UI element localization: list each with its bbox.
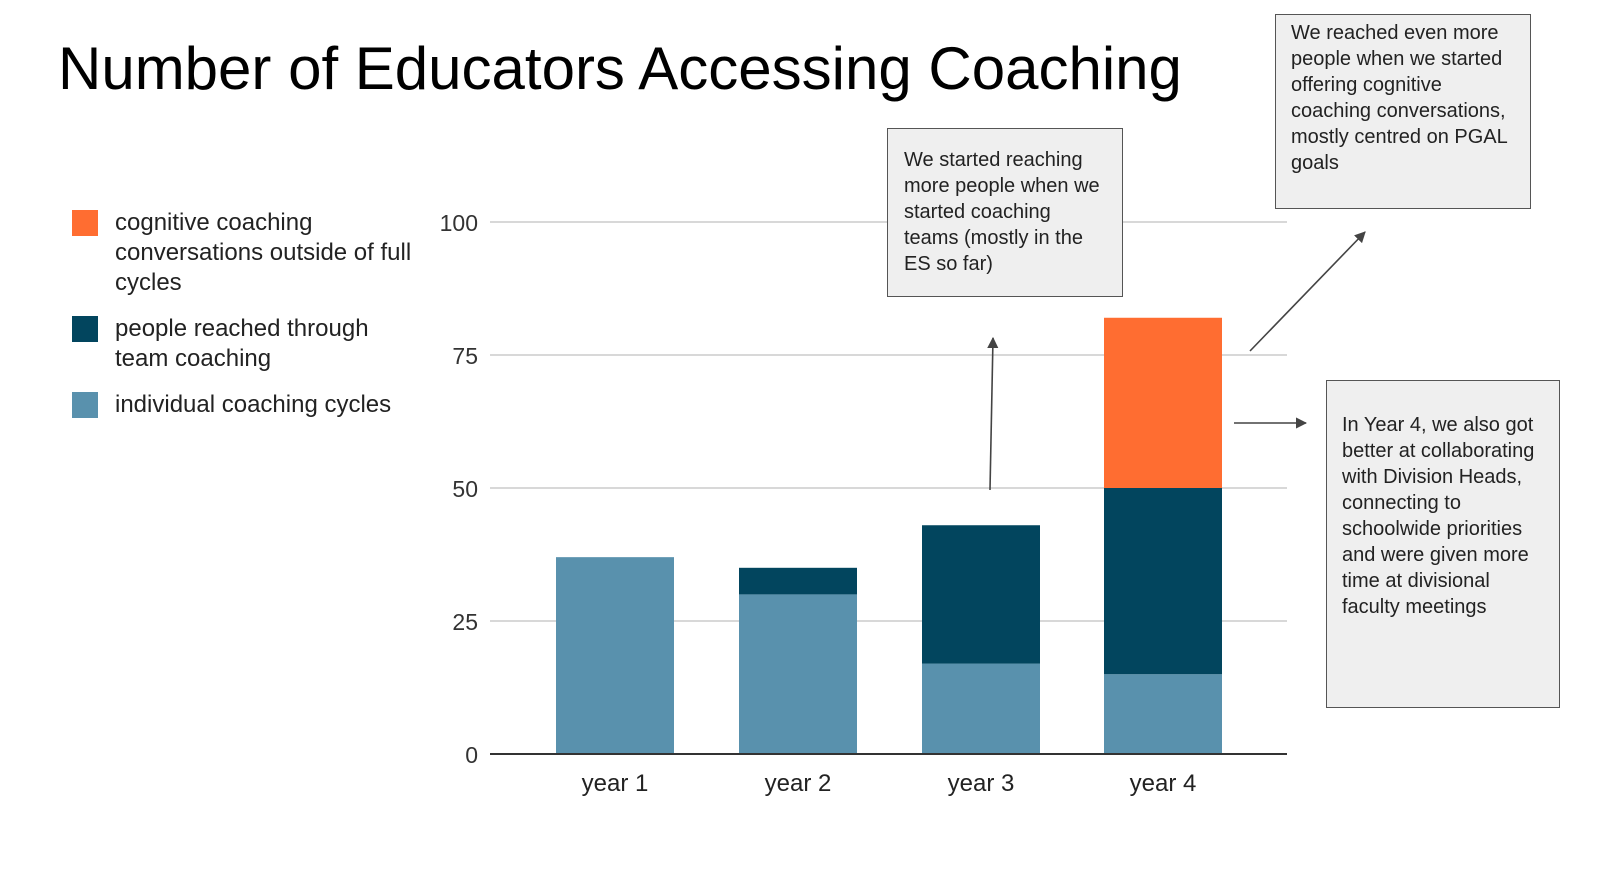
x-tick-label-year-3: year 3 — [948, 770, 1015, 797]
bars-layer — [556, 317, 1222, 754]
legend-label-team: people reached through team coaching — [115, 315, 369, 372]
legend-item-team: people reached through team coaching — [72, 314, 412, 374]
annotation-callout-team-coaching: We started reaching more people when we … — [887, 128, 1123, 297]
bar-year-3-series-0 — [922, 663, 1040, 754]
legend-swatch-individual — [72, 392, 98, 418]
x-tick-label-year-2: year 2 — [765, 770, 832, 797]
x-tick-label-year-4: year 4 — [1130, 770, 1197, 797]
annotation-arrows — [987, 231, 1366, 491]
annotation-arrow-1 — [987, 336, 999, 491]
legend-item-cognitive: cognitive coaching conversations outside… — [72, 208, 412, 298]
y-tick-label-25: 25 — [452, 609, 478, 635]
bar-year-1-series-0 — [556, 557, 674, 754]
legend-item-individual: individual coaching cycles — [72, 390, 412, 420]
chart-title: Number of Educators Accessing Coaching — [58, 35, 1182, 102]
x-tick-label-year-1: year 1 — [582, 770, 649, 797]
annotation-callout-year4: In Year 4, we also got better at collabo… — [1326, 380, 1560, 708]
bar-year-2-series-0 — [739, 594, 857, 754]
legend-swatch-team — [72, 316, 98, 342]
bar-year-3-series-1 — [922, 525, 1040, 664]
y-tick-label-100: 100 — [440, 210, 478, 236]
bar-year-4-series-2 — [1104, 317, 1222, 488]
bar-year-4-series-0 — [1104, 674, 1222, 754]
legend-label-cognitive: cognitive coaching conversations outside… — [115, 209, 412, 296]
y-tick-label-75: 75 — [452, 343, 478, 369]
annotation-callout-cognitive-coaching: We reached even more people when we star… — [1275, 14, 1531, 209]
y-tick-label-0: 0 — [465, 742, 478, 768]
legend-swatch-cognitive — [72, 210, 98, 236]
y-tick-label-50: 50 — [452, 476, 478, 502]
annotation-arrow-2 — [1249, 231, 1366, 352]
bar-year-4-series-1 — [1104, 488, 1222, 675]
legend-label-individual: individual coaching cycles — [115, 391, 392, 418]
bar-year-2-series-1 — [739, 567, 857, 595]
chart-legend: cognitive coaching conversations outside… — [72, 208, 412, 436]
axis-layer: 0 25 50 75 100 year 1 year 2 year 3 year 4 — [440, 210, 1287, 797]
